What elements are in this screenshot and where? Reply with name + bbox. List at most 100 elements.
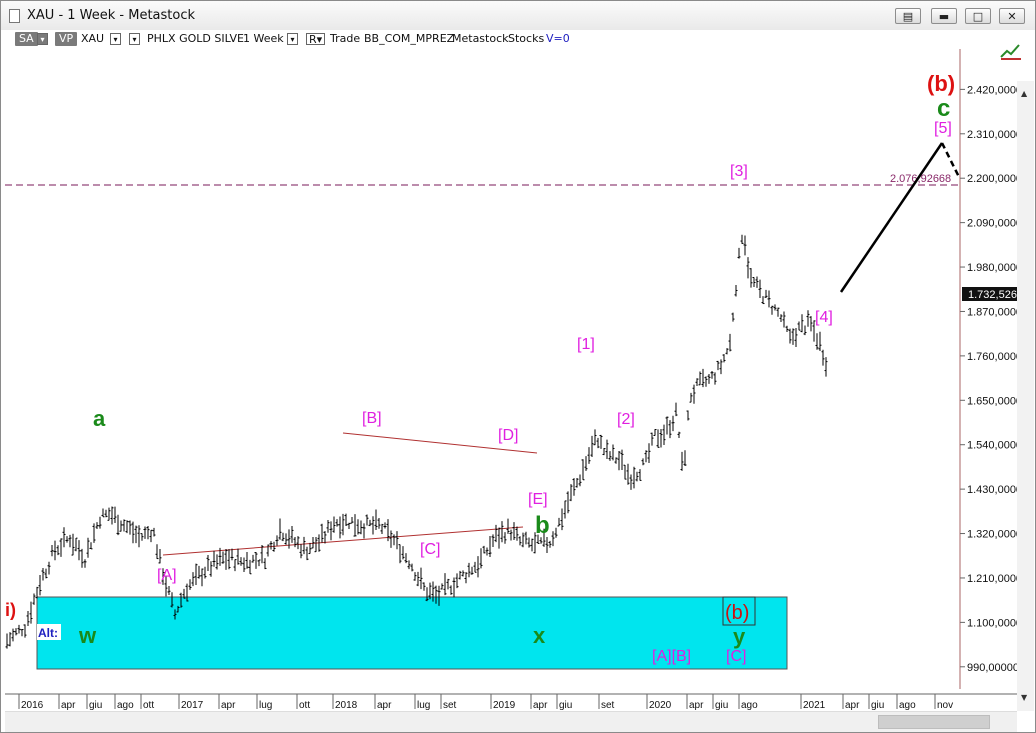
price-tick-label: 1.430,000000: [967, 484, 1031, 496]
security-name: PHLX GOLD SILVE: [147, 32, 244, 45]
last-price-tag: [962, 287, 1031, 301]
alt-y-label: y: [733, 624, 746, 649]
time-tick-label: nov: [937, 700, 953, 711]
price-tick-label: 1.980,000000: [967, 262, 1031, 274]
alt-b-label: (b): [725, 602, 749, 624]
time-tick-label: lug: [417, 700, 430, 711]
alt-w-label: w: [78, 623, 97, 648]
horizontal-scrollbar[interactable]: [5, 711, 1017, 732]
price-tick-label: 1.210,000000: [967, 573, 1031, 585]
minimize-button[interactable]: ▬: [931, 8, 957, 24]
wave-5-label: [5]: [934, 120, 952, 137]
symbol-dropdown-icon[interactable]: ▾: [110, 33, 121, 45]
level-label: 2.076,92668: [890, 173, 951, 185]
price-tick-label: 1.320,000000: [967, 529, 1031, 541]
wave-big-b-label: (b): [927, 71, 955, 96]
time-tick-label: apr: [221, 700, 236, 711]
wave-2-label: [2]: [617, 411, 635, 428]
time-axis: 2016 apr giu ago ott 2017 apr lug ott 2018 apr lug s…: [18, 694, 953, 711]
price-axis: 2.420,000000 2.310,000000 2.200,000000 2.09…: [960, 84, 1031, 674]
time-tick-label: set: [443, 700, 457, 711]
left-edge-label: i): [5, 600, 16, 620]
time-tick-label: ago: [899, 700, 916, 711]
scroll-up-icon[interactable]: ▲: [1021, 89, 1028, 98]
wave-3-label: [3]: [730, 163, 748, 180]
wave-A-label: [A]: [157, 567, 177, 584]
time-tick-label: ago: [117, 700, 134, 711]
restore-down-button[interactable]: ▤: [895, 8, 921, 24]
wave-c-label: c: [937, 95, 950, 122]
wave-b-label: b: [535, 512, 550, 539]
time-tick-label: apr: [377, 700, 392, 711]
chart-tools-icon[interactable]: [999, 41, 1023, 61]
time-tick-label: giu: [715, 700, 728, 711]
window-title: XAU - 1 Week - Metastock: [27, 8, 196, 23]
price-tick-label: 1.100,000000: [967, 617, 1031, 629]
document-icon: [9, 9, 20, 23]
app-label: Metastock: [452, 32, 509, 45]
price-tick-label: 2.310,000000: [967, 129, 1031, 141]
wave-E-label: [E]: [528, 491, 548, 508]
alt-b-box: [722, 596, 756, 626]
time-tick-label: lug: [259, 700, 272, 711]
wave-B-label: [B]: [362, 410, 382, 427]
time-tick-label: set: [601, 700, 615, 711]
price-tick-label: 1.870,000000: [967, 306, 1031, 318]
alt-label-bg: [37, 624, 61, 640]
price-tick-label: 1.540,000000: [967, 440, 1031, 452]
maximize-icon: □: [972, 10, 984, 23]
lower-trendline: [162, 526, 524, 556]
price-tick-label: 1.650,000000: [967, 395, 1031, 407]
alt-x-label: x: [533, 623, 546, 648]
time-tick-label: ott: [299, 700, 310, 711]
price-tick-label: 1.760,000000: [967, 351, 1031, 363]
template-label[interactable]: BB_COM_MPREZ: [364, 32, 455, 45]
time-tick-label: giu: [559, 700, 572, 711]
price-tick-label: 2.200,000000: [967, 173, 1031, 185]
time-tick-label: ott: [143, 700, 154, 711]
time-tick-label: 2016: [21, 700, 44, 711]
forecast-line: [839, 142, 944, 293]
title-bar[interactable]: XAU - 1 Week - Metastock ▤ ▬ □ ✕: [1, 1, 1035, 31]
time-tick-label: ago: [741, 700, 758, 711]
time-tick-label: apr: [689, 700, 704, 711]
sa-button[interactable]: SA: [15, 32, 38, 46]
time-tick-label: apr: [533, 700, 548, 711]
v-label: V=0: [546, 32, 570, 45]
close-button[interactable]: ✕: [999, 8, 1025, 24]
price-chart[interactable]: 2.420,000000 2.310,000000 2.200,000000 2.09…: [5, 49, 1031, 711]
last-price-label: 1.732,52600: [968, 289, 1029, 301]
price-bars: [5, 234, 828, 649]
price-tick-label: 990,000000: [967, 662, 1025, 674]
upper-trendline: [342, 432, 538, 454]
alt-label: Alt:: [38, 626, 58, 640]
name-dropdown-icon[interactable]: ▾: [129, 33, 140, 45]
forecast-dashed-line: [940, 142, 961, 178]
minimize-icon: ▬: [938, 10, 950, 23]
period-label: 1 Week: [243, 32, 284, 45]
r-button[interactable]: R▾: [306, 33, 326, 45]
time-tick-label: 2018: [335, 700, 358, 711]
time-tick-label: 2020: [649, 700, 672, 711]
restore-down-icon: ▤: [902, 10, 914, 23]
period-dropdown-icon[interactable]: ▾: [287, 33, 298, 45]
scroll-down-icon[interactable]: ▼: [1021, 693, 1028, 702]
vertical-scrollbar[interactable]: ▲ ▼: [1017, 81, 1034, 711]
wave-1-label: [1]: [577, 336, 595, 353]
time-tick-label: 2017: [181, 700, 204, 711]
vp-button[interactable]: VP: [55, 32, 78, 46]
alt-c-label: [C]: [726, 648, 746, 665]
time-tick-label: apr: [845, 700, 860, 711]
chart-toolbar: SA ▾ VP XAU ▾ ▾ PHLX GOLD SILVE 1 Week ▾…: [1, 30, 1035, 49]
trade-label[interactable]: Trade: [330, 32, 361, 45]
time-tick-label: 2019: [493, 700, 516, 711]
time-tick-label: apr: [61, 700, 76, 711]
sa-dropdown-icon[interactable]: ▾: [37, 33, 48, 45]
wave-D-label: [D]: [498, 427, 518, 444]
maximize-button[interactable]: □: [965, 8, 991, 24]
wave-4-label: [4]: [815, 309, 833, 326]
time-tick-label: 2021: [803, 700, 826, 711]
horizontal-scroll-thumb[interactable]: [878, 715, 990, 729]
price-tick-label: 2.090,000000: [967, 218, 1031, 230]
